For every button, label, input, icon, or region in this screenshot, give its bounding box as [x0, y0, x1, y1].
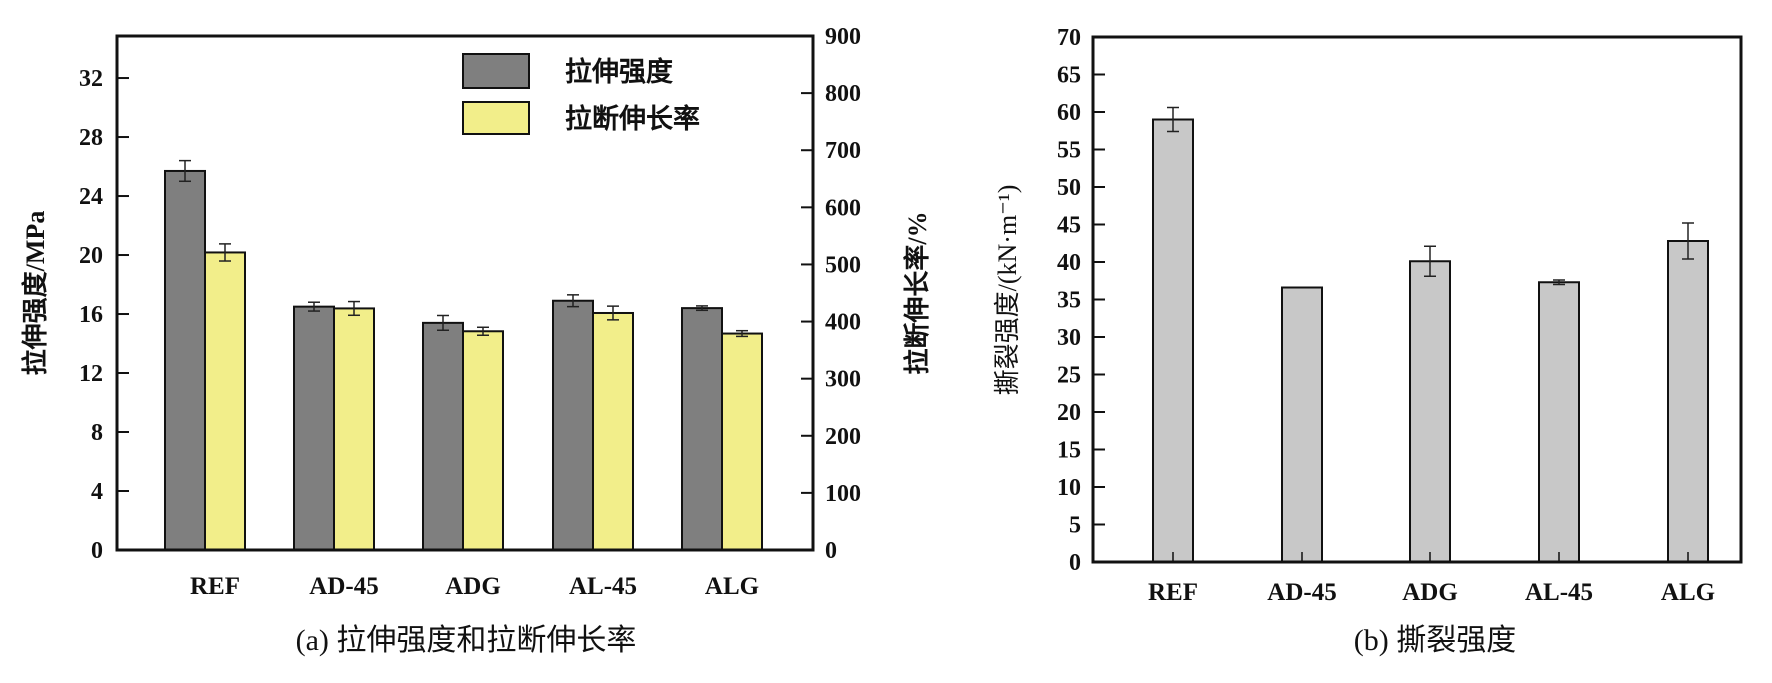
y-tick-label: 60: [1057, 100, 1081, 126]
bar-elongation-ref: [204, 251, 246, 551]
chart-tear: 0 5 10 15 20 25 30 35 40 45 50 55 60 65 70 REF AD-45 ADG A…: [1057, 25, 1743, 606]
x-tick-label: REF: [1148, 579, 1198, 606]
bar-tear-ref: [1152, 118, 1194, 563]
y-tick-label: 55: [1057, 138, 1081, 164]
chart-tensile: 0 4 8 12 16 20 24 28 32 0 100 200 300 400 500 600 700 800…: [79, 24, 861, 600]
y-axis-label-tensile: 拉伸强度/MPa: [20, 211, 50, 376]
y2-tick-label: 200: [825, 424, 861, 450]
y-tick-label: 5: [1069, 513, 1081, 539]
y2-tick-label: 400: [825, 310, 861, 336]
y-tick-label: 45: [1057, 213, 1081, 239]
legend-swatch-tensile: [462, 53, 530, 89]
y2-tick-label: 100: [825, 481, 861, 507]
y2-axis-label-elongation: 拉断伸长率/%: [902, 211, 932, 374]
legend-swatch-elongation: [462, 101, 530, 135]
x-tick-label: ADG: [445, 573, 501, 600]
x-tick-label: ALG: [1661, 579, 1715, 606]
bar-elongation-al-45: [592, 311, 634, 551]
x-tick-label: REF: [190, 573, 240, 600]
y-tick-label: 35: [1057, 288, 1081, 314]
y-tick-label: 50: [1057, 175, 1081, 201]
bar-tensile-al-45: [552, 299, 594, 552]
y-tick-label: 12: [79, 361, 103, 387]
bar-tear-alg: [1667, 240, 1709, 563]
y2-tick-label: 600: [825, 195, 861, 221]
x-tick-label: ADG: [1402, 579, 1458, 606]
y-tick-label: 20: [79, 243, 103, 269]
y2-tick-label: 300: [825, 367, 861, 393]
y-tick-label: 0: [1069, 550, 1081, 576]
y-tick-label: 28: [79, 125, 103, 151]
y-tick-label: 30: [1057, 325, 1081, 351]
legend: 拉伸强度 拉断伸长率: [462, 53, 700, 135]
bar-tensile-ad-45: [293, 305, 335, 551]
y2-tick-label: 800: [825, 81, 861, 107]
bar-elongation-ad-45: [333, 307, 375, 552]
y-tick-label: 25: [1057, 363, 1081, 389]
bar-tear-adg: [1409, 260, 1451, 563]
caption-a: (a) 拉伸强度和拉断伸长率: [296, 624, 637, 657]
bar-elongation-adg: [462, 330, 504, 551]
bar-tensile-ref: [164, 169, 206, 551]
bar-tear-ad-45: [1281, 286, 1323, 563]
y-tick-label: 4: [91, 479, 103, 505]
y-tick-label: 15: [1057, 438, 1081, 464]
plot-frame: [115, 34, 815, 552]
y2-tick-label: 700: [825, 138, 861, 164]
y-tick-label: 10: [1057, 475, 1081, 501]
y2-tick-label: 900: [825, 24, 861, 50]
bar-tear-al-45: [1538, 281, 1580, 563]
y-axis-label-tear: 撕裂强度/(kN·m⁻¹): [993, 185, 1022, 396]
y2-tick-label: 0: [825, 538, 837, 564]
bar-tensile-alg: [681, 307, 723, 551]
caption-b: (b) 撕裂强度: [1354, 624, 1516, 657]
x-tick-label: AD-45: [309, 573, 378, 600]
legend-label-tensile: 拉伸强度: [565, 56, 673, 87]
x-tick-label: AL-45: [569, 573, 637, 600]
y-tick-label: 65: [1057, 63, 1081, 89]
x-tick-label: ALG: [705, 573, 759, 600]
y-tick-label: 8: [91, 420, 103, 446]
x-tick-label: AD-45: [1267, 579, 1336, 606]
legend-label-elongation: 拉断伸长率: [565, 103, 700, 134]
y-tick-label: 70: [1057, 25, 1081, 51]
bar-tensile-adg: [422, 321, 464, 551]
bar-elongation-alg: [721, 332, 763, 551]
y-tick-label: 24: [79, 184, 103, 210]
y2-tick-label: 500: [825, 252, 861, 278]
y-tick-label: 40: [1057, 250, 1081, 276]
y-tick-label: 20: [1057, 400, 1081, 426]
y-tick-label: 32: [79, 66, 103, 92]
y-tick-label: 16: [79, 302, 103, 328]
x-tick-label: AL-45: [1525, 579, 1593, 606]
y-tick-label: 0: [91, 538, 103, 564]
